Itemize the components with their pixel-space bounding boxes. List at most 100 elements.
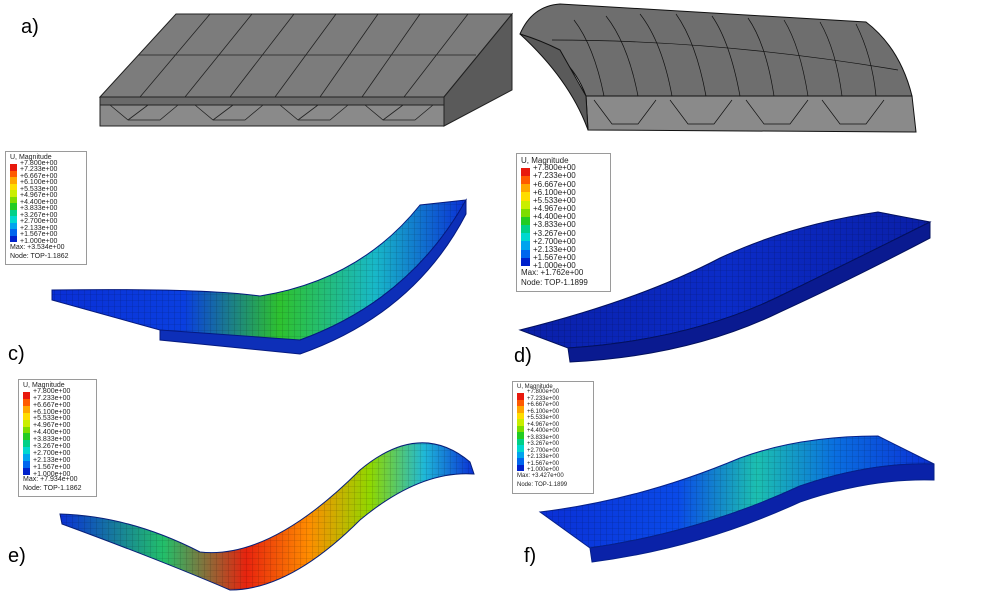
panel-label-f: f): [524, 545, 537, 567]
panel-label-e: e): [8, 545, 26, 567]
legend-value: +1.000e+00: [527, 467, 560, 474]
legend-color-segment: [10, 190, 17, 197]
color-legend-e: U, Magnitude +7.800e+00 +7.233e+00 +6.667e…: [18, 379, 97, 497]
legend-color-segment: [517, 458, 524, 465]
legend-color-segment: [521, 257, 530, 266]
legend-color-segment: [517, 451, 524, 458]
legend-title: U, Magnitude: [517, 384, 553, 390]
legend-color-segment: [23, 454, 30, 462]
legend-value: +2.700e+00: [20, 218, 58, 226]
legend-color-segment: [517, 425, 524, 432]
legend-value: +6.100e+00: [33, 408, 71, 416]
legend-color-segment: [517, 445, 524, 452]
legend-value: +4.400e+00: [533, 212, 576, 222]
legend-color-segment: [23, 440, 30, 448]
legend-value: +7.233e+00: [533, 171, 576, 181]
panel-b-curved-sandwich: [519, 3, 917, 133]
legend-color-segment: [10, 196, 17, 203]
legend-color-segment: [23, 405, 30, 413]
panel-label-a: a): [21, 16, 39, 38]
legend-value: +1.567e+00: [527, 460, 560, 467]
legend-value: +4.400e+00: [20, 198, 58, 206]
legend-color-segment: [521, 233, 530, 242]
legend-node: Node: TOP-1.1862: [10, 253, 69, 260]
legend-color-segment: [517, 464, 524, 471]
legend-color-segment: [23, 426, 30, 434]
legend-value: +7.233e+00: [33, 394, 71, 402]
legend-title: U, Magnitude: [23, 382, 65, 389]
legend-max: Max: +1.762e+00: [521, 268, 584, 277]
legend-value: +1.567e+00: [20, 231, 58, 239]
panel-d-deformed-plate: [518, 211, 932, 363]
legend-color-segment: [23, 419, 30, 427]
legend-value: +2.133e+00: [533, 244, 576, 254]
legend-color-segment: [23, 398, 30, 406]
legend-node: Node: TOP-1.1862: [23, 485, 82, 492]
legend-value: +5.533e+00: [33, 415, 71, 423]
color-legend-c: U, Magnitude +7.800e+00 +7.233e+00 +6.667e…: [5, 151, 87, 265]
legend-title: U, Magnitude: [10, 154, 52, 161]
legend-value: +6.667e+00: [20, 172, 58, 180]
panel-label-d: d): [514, 345, 532, 367]
legend-color-segment: [23, 392, 30, 399]
legend-color-segment: [10, 177, 17, 184]
legend-color-segment: [23, 467, 30, 475]
legend-value: +1.000e+00: [533, 261, 576, 271]
legend-value: +4.967e+00: [527, 421, 560, 428]
legend-max: Max: +3.534e+00: [10, 244, 65, 251]
legend-color-segment: [521, 208, 530, 217]
legend-value: +3.267e+00: [20, 211, 58, 219]
legend-color-segment: [521, 241, 530, 250]
legend-value: +3.833e+00: [20, 205, 58, 213]
legend-color-segment: [10, 183, 17, 190]
legend-value: +3.833e+00: [527, 434, 560, 441]
legend-value: +3.267e+00: [527, 441, 560, 448]
legend-value: +1.000e+00: [33, 470, 71, 478]
legend-max: Max: +3.427e+00: [517, 473, 564, 479]
legend-value: +6.100e+00: [533, 187, 576, 197]
legend-value: +1.567e+00: [533, 253, 576, 263]
legend-node: Node: TOP-1.1899: [521, 278, 588, 287]
legend-value: +2.700e+00: [33, 450, 71, 458]
legend-color-segment: [521, 192, 530, 201]
legend-color-segment: [521, 225, 530, 234]
legend-value: +5.533e+00: [527, 415, 560, 422]
legend-value: +3.267e+00: [533, 228, 576, 238]
legend-value: +6.100e+00: [527, 408, 560, 415]
legend-color-segment: [517, 399, 524, 406]
legend-value: +7.800e+00: [33, 387, 71, 395]
legend-color-segment: [521, 184, 530, 193]
legend-color-segment: [23, 433, 30, 441]
legend-max: Max: +7.934e+00: [23, 476, 78, 483]
legend-color-segment: [517, 438, 524, 445]
panel-e-deformed-plate: [59, 442, 475, 591]
legend-color-segment: [23, 447, 30, 455]
panel-c-deformed-plate: [51, 198, 467, 355]
legend-color-segment: [10, 229, 17, 236]
legend-colorbar: [517, 393, 524, 471]
panel-f-deformed-plate: [538, 435, 935, 563]
legend-color-segment: [517, 432, 524, 439]
legend-color-segment: [517, 412, 524, 419]
legend-value: +7.233e+00: [20, 166, 58, 174]
legend-value: +3.833e+00: [33, 436, 71, 444]
legend-color-segment: [10, 235, 17, 242]
legend-value: +2.133e+00: [527, 454, 560, 461]
legend-value: +2.133e+00: [20, 224, 58, 232]
legend-value: +6.100e+00: [20, 179, 58, 187]
legend-title: U, Magnitude: [521, 156, 569, 165]
legend-value: +5.533e+00: [533, 195, 576, 205]
legend-color-segment: [517, 393, 524, 400]
legend-value: +6.667e+00: [533, 179, 576, 189]
legend-value: +6.667e+00: [33, 401, 71, 409]
legend-color-segment: [521, 168, 530, 177]
legend-color-segment: [10, 164, 17, 171]
legend-color-segment: [521, 200, 530, 209]
legend-value: +4.967e+00: [20, 192, 58, 200]
legend-value: +4.967e+00: [533, 204, 576, 214]
legend-value: +4.400e+00: [33, 429, 71, 437]
panel-label-c: c): [8, 343, 25, 365]
legend-value: +4.967e+00: [33, 422, 71, 430]
legend-color-segment: [517, 406, 524, 413]
